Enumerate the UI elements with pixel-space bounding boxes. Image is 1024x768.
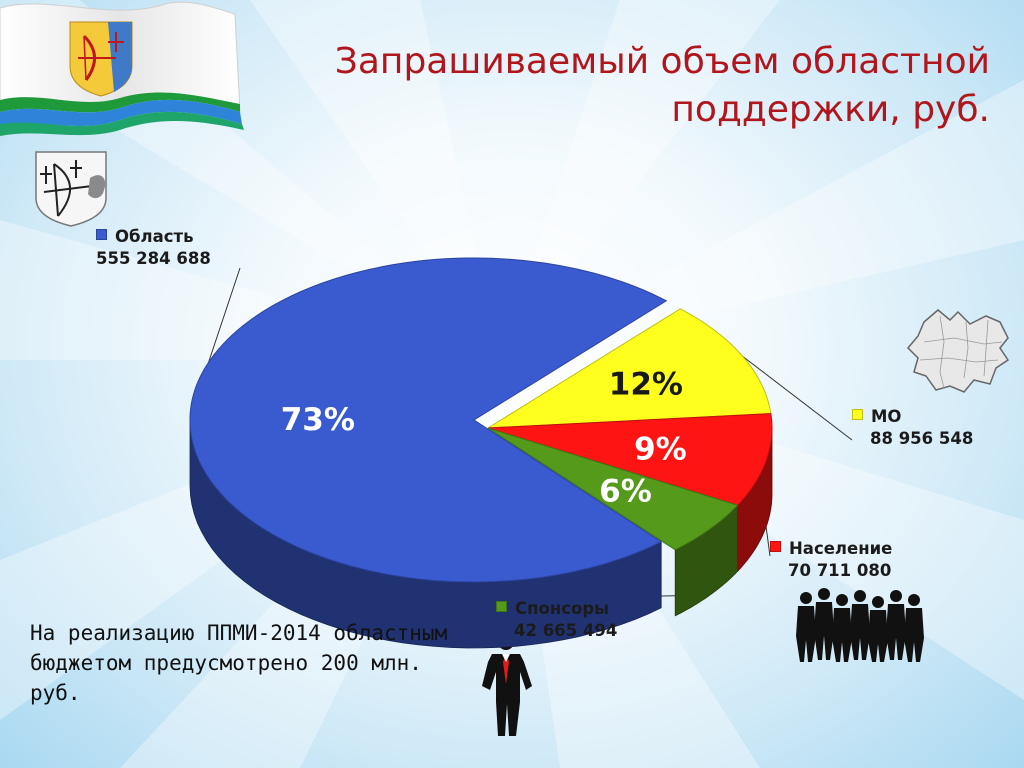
slice-name-sponsory: Спонсоры [515, 599, 610, 618]
slice-oblast [189, 257, 668, 583]
leader-line-naselenie [765, 526, 771, 557]
slice-value-naselenie: 70 711 080 [788, 561, 892, 580]
percent-label-naselenie: 9% [634, 431, 687, 467]
slice-name-mo: МО [871, 407, 902, 426]
legend-swatch-naselenie [770, 541, 781, 552]
slice-name-naselenie: Население [789, 539, 893, 558]
label-naselenie: Население 70 711 080 [770, 538, 892, 582]
slice-mo [487, 308, 772, 429]
region-map-icon [906, 309, 1010, 393]
percent-label-mo: 12% [609, 367, 683, 403]
label-mo: МО 88 956 548 [852, 406, 973, 450]
legend-swatch-mo [852, 409, 863, 420]
slice-sponsory [487, 427, 739, 551]
legend-swatch-oblast [96, 229, 107, 240]
slice-name-oblast: Область [115, 227, 194, 246]
budget-note: На реализацию ППМИ-2014 областным бюджет… [30, 621, 448, 705]
flag-icon [0, 1, 244, 137]
crowd-icon [796, 588, 924, 662]
slice-value-sponsory: 42 665 494 [514, 621, 618, 640]
percent-label-oblast: 73% [281, 402, 355, 438]
label-oblast: Область 555 284 688 [96, 226, 211, 270]
percent-label-sponsory: 6% [599, 474, 652, 510]
pie-top-faces [189, 257, 773, 583]
slice-naselenie [487, 413, 773, 506]
slice-value-mo: 88 956 548 [870, 429, 974, 448]
percent-labels: 12% 9% 6% 73% [281, 367, 687, 510]
page-title: Запрашиваемый объем областной поддержки,… [334, 41, 990, 130]
slice-value-oblast: 555 284 688 [96, 249, 211, 268]
leader-line-mo [742, 356, 853, 441]
legend-swatch-sponsory [496, 601, 507, 612]
label-sponsory: Спонсоры 42 665 494 [496, 598, 617, 642]
coat-of-arms-icon [35, 151, 107, 227]
